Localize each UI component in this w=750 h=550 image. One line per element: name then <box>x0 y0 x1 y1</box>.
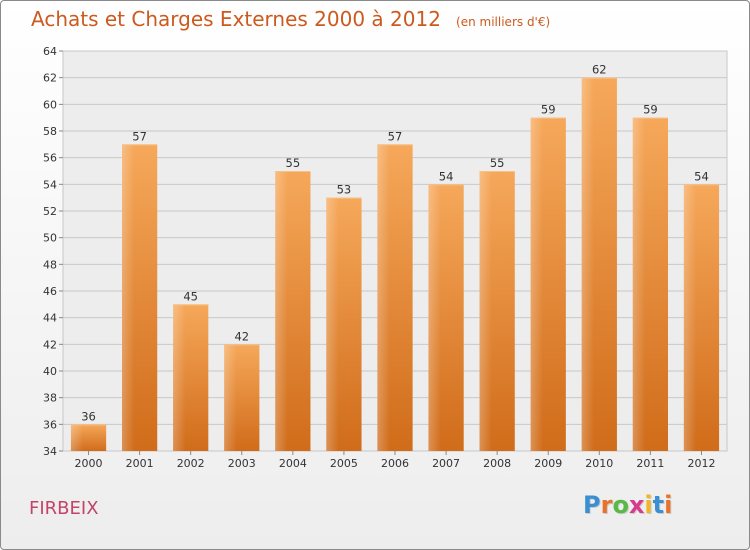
x-tick-label: 2004 <box>279 457 307 470</box>
bar-highlight <box>224 344 237 451</box>
data-label: 59 <box>541 103 556 117</box>
x-axis: 2000 2001 2002 2003 2004 2005 2006 2007 2008 2009… <box>75 451 715 470</box>
proxiti-logo: Proxiti <box>583 491 672 519</box>
data-label: 45 <box>183 289 198 303</box>
x-tick-label: 2008 <box>483 457 511 470</box>
logo-letter: o <box>612 491 629 519</box>
x-tick-label: 2006 <box>381 457 409 470</box>
logo-letter: i <box>664 491 673 519</box>
chart-title: Achats et Charges Externes 2000 à 2012 <box>31 7 441 31</box>
bar-highlight <box>581 77 595 452</box>
y-tick-label: 40 <box>43 365 57 378</box>
title-row: Achats et Charges Externes 2000 à 2012 (… <box>31 7 550 31</box>
commune-name: FIRBEIX <box>29 498 99 519</box>
y-tick-label: 34 <box>43 445 57 458</box>
y-tick-label: 52 <box>43 205 57 218</box>
bars: 36 57 45 42 55 53 57 54 55 59 62 59 54 <box>70 63 720 452</box>
logo-letter: x <box>628 491 645 519</box>
bar-highlight <box>428 184 441 452</box>
bar-highlight <box>326 197 339 451</box>
y-tick-label: 38 <box>43 392 57 405</box>
y-tick-label: 60 <box>43 98 57 111</box>
x-tick-label: 2001 <box>126 457 154 470</box>
data-label: 54 <box>439 169 454 183</box>
bar-highlight <box>121 144 135 452</box>
x-tick-label: 2010 <box>585 457 613 470</box>
y-tick-label: 46 <box>43 285 57 298</box>
y-tick-label: 42 <box>43 338 57 351</box>
data-label: 42 <box>234 329 249 343</box>
y-tick-label: 54 <box>43 178 57 191</box>
data-label: 54 <box>694 169 709 183</box>
x-tick-label: 2003 <box>228 457 256 470</box>
y-tick-label: 48 <box>43 258 57 271</box>
y-tick-label: 62 <box>43 72 57 85</box>
data-label: 57 <box>388 129 403 143</box>
chart-subtitle: (en milliers d'€) <box>456 15 551 29</box>
bar-highlight <box>377 144 390 452</box>
y-tick-label: 64 <box>43 45 57 58</box>
data-label: 53 <box>337 183 352 197</box>
logo-letter: r <box>600 491 613 519</box>
bar-highlight <box>632 117 646 452</box>
bar-highlight <box>683 184 697 452</box>
logo-letter: P <box>583 491 601 519</box>
x-tick-label: 2012 <box>687 457 715 470</box>
y-tick-label: 36 <box>43 418 57 431</box>
data-label: 55 <box>286 156 301 170</box>
y-tick-label: 50 <box>43 232 57 245</box>
x-tick-label: 2009 <box>534 457 562 470</box>
x-tick-label: 2011 <box>636 457 664 470</box>
y-tick-label: 58 <box>43 125 57 138</box>
data-label: 59 <box>643 103 658 117</box>
data-label: 62 <box>592 63 607 77</box>
bar-highlight <box>70 424 84 451</box>
data-label: 55 <box>490 156 505 170</box>
logo-letter: t <box>652 491 665 519</box>
x-tick-label: 2005 <box>330 457 358 470</box>
y-axis: 34 36 38 40 42 44 46 48 50 52 54 56 58 60 62 64 <box>43 45 63 458</box>
x-tick-label: 2000 <box>75 457 103 470</box>
y-tick-label: 56 <box>43 152 57 165</box>
bar-highlight <box>173 304 186 451</box>
bar-highlight <box>530 117 543 452</box>
logo-letter: i <box>644 491 653 519</box>
data-label: 57 <box>132 129 147 143</box>
bar-highlight <box>275 171 288 451</box>
y-tick-label: 44 <box>43 312 57 325</box>
bar-highlight <box>479 171 492 451</box>
x-tick-label: 2002 <box>177 457 205 470</box>
data-label: 36 <box>81 409 96 423</box>
x-tick-label: 2007 <box>432 457 460 470</box>
